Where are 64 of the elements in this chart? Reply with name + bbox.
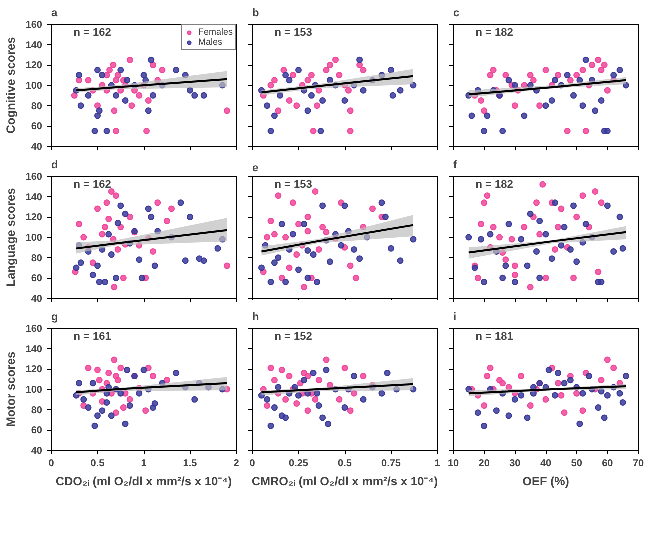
- y-tick-label: 60: [31, 122, 43, 133]
- y-tick-label: 80: [31, 101, 43, 112]
- y-tick-label: 80: [31, 405, 43, 416]
- y-tick-label: 80: [31, 253, 43, 264]
- legend-label: Males: [198, 37, 222, 47]
- x-tick-label: 0.5: [338, 458, 352, 470]
- chart-title: a: [52, 8, 58, 20]
- y-axis-title: Cognitive scores: [4, 36, 18, 134]
- annotation: n = 162: [74, 178, 112, 191]
- y-tick-label: 140: [26, 344, 43, 356]
- chart-title: d: [52, 160, 58, 172]
- x-tick-label: 2: [234, 458, 240, 470]
- y-tick-label: 40: [31, 142, 43, 153]
- x-tick-label: 50: [571, 458, 583, 470]
- x-tick-label: 20: [478, 458, 490, 470]
- x-tick-label: 0.5: [90, 458, 106, 470]
- y-tick-label: 160: [26, 324, 43, 335]
- x-tick-label: 60: [602, 458, 614, 470]
- annotation: n = 161: [74, 330, 112, 343]
- x-tick-label: 0: [250, 458, 256, 470]
- chart-title: e: [252, 162, 259, 174]
- chart-title: i: [454, 312, 457, 324]
- x-tick-label: 30: [510, 458, 522, 470]
- chart-title: f: [454, 160, 458, 172]
- x-tick-label: 40: [540, 458, 552, 470]
- y-tick-label: 100: [26, 81, 43, 92]
- annotation: n = 152: [274, 330, 312, 343]
- y-axis-title: Language scores: [4, 188, 18, 287]
- chart-title: c: [454, 8, 460, 20]
- chart-title: g: [52, 312, 58, 324]
- annotation: n = 153: [274, 26, 312, 39]
- annotation: n = 162: [74, 26, 112, 39]
- legend-label: Females: [198, 27, 233, 37]
- y-tick-label: 40: [31, 294, 43, 305]
- y-axis-title: Motor scores: [4, 352, 18, 428]
- x-axis-title: OEF (%): [522, 474, 570, 488]
- annotation: n = 182: [476, 178, 514, 191]
- annotation: n = 153: [274, 178, 312, 191]
- y-tick-label: 60: [31, 274, 43, 285]
- y-tick-label: 140: [26, 40, 43, 52]
- y-tick-label: 100: [26, 233, 43, 244]
- x-tick-label: 0.25: [289, 458, 309, 470]
- y-tick-label: 120: [26, 60, 43, 72]
- chart-title: h: [252, 312, 260, 324]
- y-tick-label: 120: [26, 364, 43, 376]
- annotation: n = 181: [476, 330, 514, 343]
- chart-title: b: [252, 8, 260, 20]
- x-tick-label: 70: [632, 458, 644, 470]
- x-tick-label: 1: [141, 458, 148, 470]
- x-tick-label: 0.75: [382, 458, 402, 470]
- y-tick-label: 140: [26, 192, 43, 204]
- y-tick-label: 160: [26, 20, 43, 31]
- y-tick-label: 100: [26, 385, 43, 396]
- y-tick-label: 60: [31, 426, 43, 437]
- y-tick-label: 160: [26, 172, 43, 183]
- y-tick-label: 40: [31, 446, 43, 457]
- x-tick-label: 10: [448, 458, 460, 470]
- x-tick-label: 1: [434, 458, 441, 470]
- x-tick-label: 0: [48, 458, 55, 470]
- x-tick-label: 1.5: [183, 458, 198, 470]
- x-axis-title: CMRO₂ᵢ (ml O₂/dl x mm²/s x 10⁻⁴): [252, 474, 438, 488]
- y-tick-label: 120: [26, 212, 43, 224]
- x-axis-title: CDO₂ᵢ (ml O₂/dl x mm²/s x 10⁻⁴): [56, 474, 232, 488]
- annotation: n = 182: [476, 26, 514, 39]
